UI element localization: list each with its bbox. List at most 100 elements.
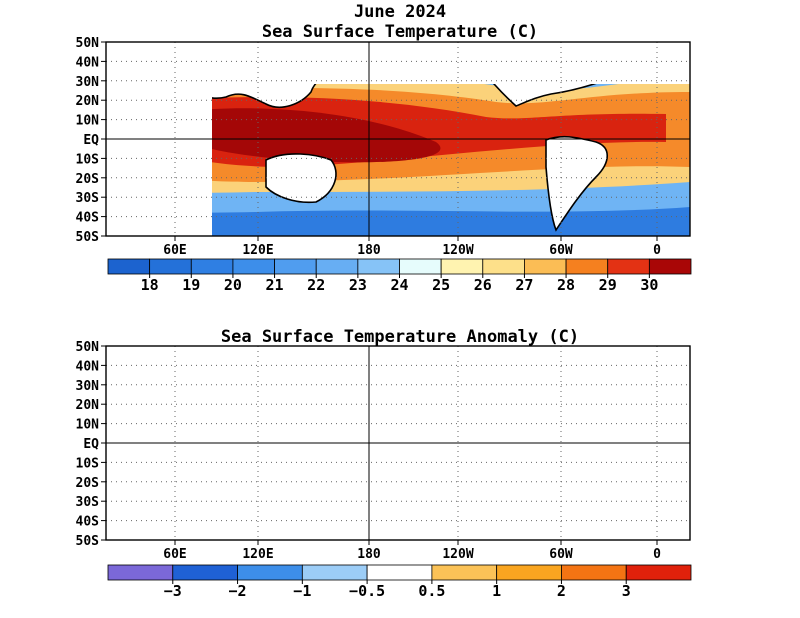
sst-lat-label: EQ xyxy=(83,133,99,148)
anomaly-field-region-6 xyxy=(286,350,426,376)
anomaly-field-region-3 xyxy=(426,415,516,443)
sst-lon-label: 180 xyxy=(357,243,381,258)
anomaly-lat-label: 30S xyxy=(76,495,100,510)
anomaly-colorbar-swatch xyxy=(431,564,498,581)
anomaly-lon-label: 180 xyxy=(357,547,381,562)
sst-colorbar-swatch xyxy=(190,258,234,275)
anomaly-colorbar-swatch xyxy=(366,564,433,581)
anomaly-lat-label: 50S xyxy=(76,534,100,549)
anomaly-lat-label: 30N xyxy=(76,379,100,394)
anomaly-colorbar-label: −1 xyxy=(293,582,311,600)
sst-colorbar-swatch xyxy=(357,258,400,275)
eurasia-landmass xyxy=(106,346,406,411)
anomaly-lat-label: 40S xyxy=(76,515,100,530)
sst-colorbar-label: 20 xyxy=(224,276,242,294)
sst-colorbar-label: 21 xyxy=(266,276,284,294)
anomaly-lat-label: EQ xyxy=(83,437,99,452)
sst-lon-label: 0 xyxy=(653,243,661,258)
anomaly-lat-label: 40N xyxy=(76,359,100,374)
anomaly-colorbar-swatch xyxy=(496,564,562,581)
anomaly-field-region-1 xyxy=(266,393,540,458)
sst-colorbar-label: 19 xyxy=(182,276,200,294)
sst-anomaly-map-panel: 50N 40N 30N 20N 10N EQ 10S 20S 30S 40S 50S 60E 120E 1… xyxy=(76,340,691,562)
south-america-landmass xyxy=(546,441,607,534)
africa-landmass xyxy=(106,56,162,207)
sst-colorbar-label: 29 xyxy=(599,276,617,294)
north-america-landmass xyxy=(493,84,597,107)
sst-lat-label: 10N xyxy=(76,114,100,129)
sst-lat-label: 30S xyxy=(76,191,100,206)
sst-colorbar-swatch xyxy=(315,258,359,275)
sst-colorbar-label: 23 xyxy=(349,276,367,294)
anomaly-lat-label: 10S xyxy=(76,456,100,471)
date-title: June 2024 xyxy=(353,2,447,22)
anomaly-lat-label: 10N xyxy=(76,418,100,433)
anomaly-lat-label: 50N xyxy=(76,340,100,355)
sst-lat-label: 50S xyxy=(76,230,100,245)
sst-colorbar-label: 22 xyxy=(307,276,325,294)
anomaly-field-region-4 xyxy=(436,466,526,493)
africa-landmass xyxy=(106,360,162,511)
greenland-europe-landmass xyxy=(666,42,690,82)
sst-colorbar-swatch xyxy=(565,258,609,275)
sst-colorbar-label: 28 xyxy=(557,276,575,294)
anomaly-colorbar-swatch xyxy=(237,564,303,581)
sst-colorbar-swatch xyxy=(107,258,151,275)
sst-colorbar-label: 27 xyxy=(515,276,533,294)
greenland-europe-landmass xyxy=(666,346,690,386)
anomaly-colorbar-label: 2 xyxy=(557,582,566,600)
sst-lon-label: 60E xyxy=(163,243,186,258)
sst-colorbar-swatch xyxy=(149,258,192,275)
sst-title: Sea Surface Temperature (C) xyxy=(261,22,539,42)
sst-colorbar-label: 25 xyxy=(432,276,450,294)
sst-colorbar-label: 30 xyxy=(640,276,658,294)
sst-lat-label: 50N xyxy=(76,36,100,51)
sst-colorbar-swatch xyxy=(648,258,692,275)
anomaly-field-region-2 xyxy=(116,454,246,492)
sst-map-panel: 50N 40N 30N 20N 10N EQ 10S 20S 30S 40S 50S 60E 120E 1… xyxy=(76,36,691,258)
anomaly-field-region-5 xyxy=(496,361,629,438)
sst-lon-label: 60W xyxy=(549,243,573,258)
anomaly-lat-label: 20S xyxy=(76,476,100,491)
anomaly-lat-label: 20N xyxy=(76,398,100,413)
anomaly-colorbar-swatch xyxy=(301,564,368,581)
sst-lat-label: 20S xyxy=(76,172,100,187)
north-america-landmass xyxy=(466,346,621,410)
anomaly-colorbar-swatch xyxy=(625,564,692,581)
anomaly-lon-label: 120E xyxy=(242,547,273,562)
sst-lat-label: 30N xyxy=(76,75,100,90)
sst-lon-label: 120W xyxy=(442,243,473,258)
australia-landmass xyxy=(265,153,337,204)
sst-colorbar-swatch xyxy=(232,258,275,275)
anomaly-lon-label: 60E xyxy=(163,547,186,562)
sst-lat-label: 20N xyxy=(76,94,100,109)
anomaly-colorbar-swatch xyxy=(107,564,174,581)
sst-colorbar-label: 18 xyxy=(141,276,159,294)
eurasia-landmass xyxy=(212,84,317,108)
anomaly-colorbar: −3 −2 −1 −0.5 0.5 1 2 3 xyxy=(107,564,692,600)
anomaly-colorbar-label: 3 xyxy=(622,582,631,600)
anomaly-colorbar-swatch xyxy=(561,564,627,581)
anomaly-colorbar-label: 1 xyxy=(492,582,501,600)
anomaly-lon-label: 0 xyxy=(653,547,661,562)
sst-colorbar: 18 19 20 21 22 23 24 25 26 27 28 29 30 xyxy=(107,258,692,294)
sst-lat-label: 40N xyxy=(76,55,100,70)
anomaly-title: Sea Surface Temperature Anomaly (C) xyxy=(220,327,580,347)
anomaly-colorbar-swatch xyxy=(172,564,238,581)
sst-lon-label: 120E xyxy=(242,243,273,258)
sst-colorbar-swatch xyxy=(482,258,525,275)
sst-field-region-5 xyxy=(212,108,441,163)
sst-colorbar-swatch xyxy=(524,258,567,275)
anomaly-colorbar-label: −3 xyxy=(164,582,182,600)
anomaly-colorbar-label: −0.5 xyxy=(349,582,385,600)
sst-lat-label: 40S xyxy=(76,211,100,226)
sst-lat-label: 10S xyxy=(76,152,100,167)
sst-colorbar-swatch xyxy=(440,258,484,275)
anomaly-colorbar-label: 0.5 xyxy=(418,582,445,600)
anomaly-lon-label: 60W xyxy=(549,547,573,562)
anomaly-colorbar-label: −2 xyxy=(229,582,247,600)
sst-colorbar-swatch xyxy=(399,258,442,275)
anomaly-lon-label: 120W xyxy=(442,547,473,562)
sst-colorbar-swatch xyxy=(607,258,650,275)
